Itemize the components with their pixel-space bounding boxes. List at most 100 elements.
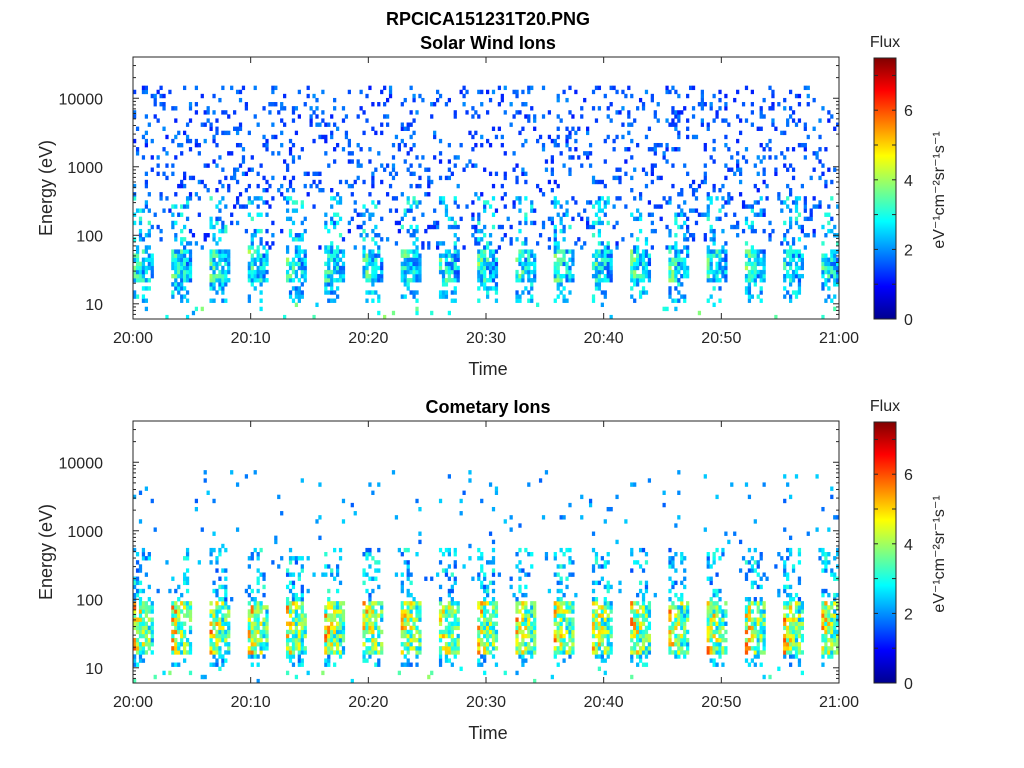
heatmap-cell bbox=[453, 245, 457, 250]
heatmap-cell bbox=[330, 568, 334, 573]
heatmap-cell bbox=[256, 265, 260, 271]
heatmap-cell bbox=[756, 261, 760, 267]
heatmap-cell bbox=[783, 633, 787, 639]
heatmap-cell bbox=[721, 547, 725, 553]
heatmap-cell bbox=[315, 302, 319, 308]
heatmap-cell bbox=[403, 282, 407, 287]
heatmap-cell bbox=[571, 650, 575, 655]
heatmap-cell bbox=[741, 155, 746, 160]
heatmap-cell bbox=[138, 519, 143, 524]
heatmap-cell bbox=[238, 126, 243, 131]
heatmap-cell bbox=[783, 613, 787, 618]
heatmap-cell bbox=[568, 625, 572, 631]
heatmap-cell bbox=[338, 613, 343, 618]
heatmap-cell bbox=[591, 531, 596, 536]
heatmap-cell bbox=[750, 625, 754, 631]
heatmap-cell bbox=[721, 613, 725, 618]
heatmap-cell bbox=[797, 552, 802, 557]
heatmap-cell bbox=[233, 204, 237, 209]
heatmap-cell bbox=[597, 106, 602, 111]
heatmap-cell bbox=[409, 269, 413, 275]
heatmap-cell bbox=[562, 650, 566, 655]
heatmap-cell bbox=[406, 568, 410, 573]
heatmap-cell bbox=[715, 253, 719, 258]
heatmap-cell bbox=[341, 261, 346, 267]
heatmap-cell bbox=[209, 286, 213, 291]
heatmap-cell bbox=[565, 576, 569, 581]
heatmap-cell bbox=[135, 126, 140, 131]
heatmap-cell bbox=[183, 269, 187, 275]
heatmap-cell bbox=[821, 613, 825, 618]
heatmap-cell bbox=[568, 609, 572, 614]
heatmap-cell bbox=[230, 151, 234, 156]
heatmap-cell bbox=[788, 650, 793, 655]
heatmap-cell bbox=[786, 592, 790, 598]
heatmap-cell bbox=[327, 617, 331, 622]
heatmap-cell bbox=[171, 257, 175, 262]
heatmap-cell bbox=[609, 584, 613, 590]
heatmap-cell bbox=[412, 637, 416, 643]
heatmap-cell bbox=[259, 642, 263, 647]
heatmap-cell bbox=[144, 650, 149, 655]
heatmap-cell bbox=[724, 142, 728, 148]
heatmap-cell bbox=[715, 601, 719, 606]
heatmap-cell bbox=[400, 584, 404, 590]
heatmap-cell bbox=[553, 200, 557, 205]
heatmap-cell bbox=[388, 183, 393, 189]
heatmap-cell bbox=[530, 601, 534, 606]
heatmap-cell bbox=[762, 261, 766, 267]
heatmap-cell bbox=[453, 646, 457, 651]
heatmap-cell bbox=[488, 560, 493, 565]
heatmap-cell bbox=[715, 114, 719, 119]
heatmap-cell bbox=[533, 609, 537, 614]
heatmap-cell bbox=[188, 147, 193, 152]
heatmap-cell bbox=[674, 122, 678, 127]
heatmap-cell bbox=[580, 245, 584, 250]
heatmap-cell bbox=[400, 617, 404, 622]
heatmap-cell bbox=[700, 118, 704, 123]
heatmap-cell bbox=[603, 621, 607, 626]
heatmap-cell bbox=[453, 163, 457, 168]
heatmap-cell bbox=[753, 261, 757, 267]
heatmap-cell bbox=[406, 196, 410, 201]
heatmap-cell bbox=[668, 261, 672, 267]
heatmap-cell bbox=[759, 298, 763, 303]
heatmap-cell bbox=[680, 637, 684, 643]
heatmap-cell bbox=[524, 613, 528, 618]
heatmap-cell bbox=[641, 290, 646, 295]
heatmap-cell bbox=[250, 261, 254, 267]
heatmap-cell bbox=[385, 237, 390, 242]
heatmap-cell bbox=[447, 249, 451, 254]
heatmap-cell bbox=[547, 588, 552, 594]
heatmap-cell bbox=[212, 609, 216, 614]
heatmap-cell bbox=[230, 212, 234, 217]
heatmap-cell bbox=[138, 580, 143, 586]
heatmap-cell bbox=[553, 204, 557, 209]
heatmap-cell bbox=[333, 637, 337, 643]
heatmap-cell bbox=[491, 646, 496, 651]
heatmap-cell bbox=[480, 192, 484, 197]
heatmap-cell bbox=[606, 654, 610, 659]
heatmap-cell bbox=[553, 298, 557, 303]
heatmap-cell bbox=[174, 220, 178, 226]
heatmap-cell bbox=[603, 261, 607, 267]
heatmap-cell bbox=[827, 228, 831, 234]
heatmap-cell bbox=[188, 646, 193, 651]
heatmap-cell bbox=[150, 605, 154, 610]
heatmap-cell bbox=[515, 609, 519, 614]
heatmap-cell bbox=[459, 216, 463, 222]
heatmap-cell bbox=[297, 654, 301, 659]
heatmap-cell bbox=[603, 249, 607, 254]
heatmap-cell bbox=[444, 208, 449, 213]
heatmap-cell bbox=[512, 200, 516, 205]
heatmap-cell bbox=[230, 175, 234, 181]
heatmap-cell bbox=[409, 642, 413, 647]
heatmap-cell bbox=[424, 192, 428, 197]
heatmap-cell bbox=[474, 110, 478, 115]
heatmap-cell bbox=[221, 167, 225, 172]
heatmap-cell bbox=[486, 241, 490, 246]
heatmap-cell bbox=[600, 605, 604, 610]
heatmap-cell bbox=[530, 564, 534, 569]
heatmap-cell bbox=[247, 167, 251, 172]
heatmap-cell bbox=[256, 576, 260, 581]
